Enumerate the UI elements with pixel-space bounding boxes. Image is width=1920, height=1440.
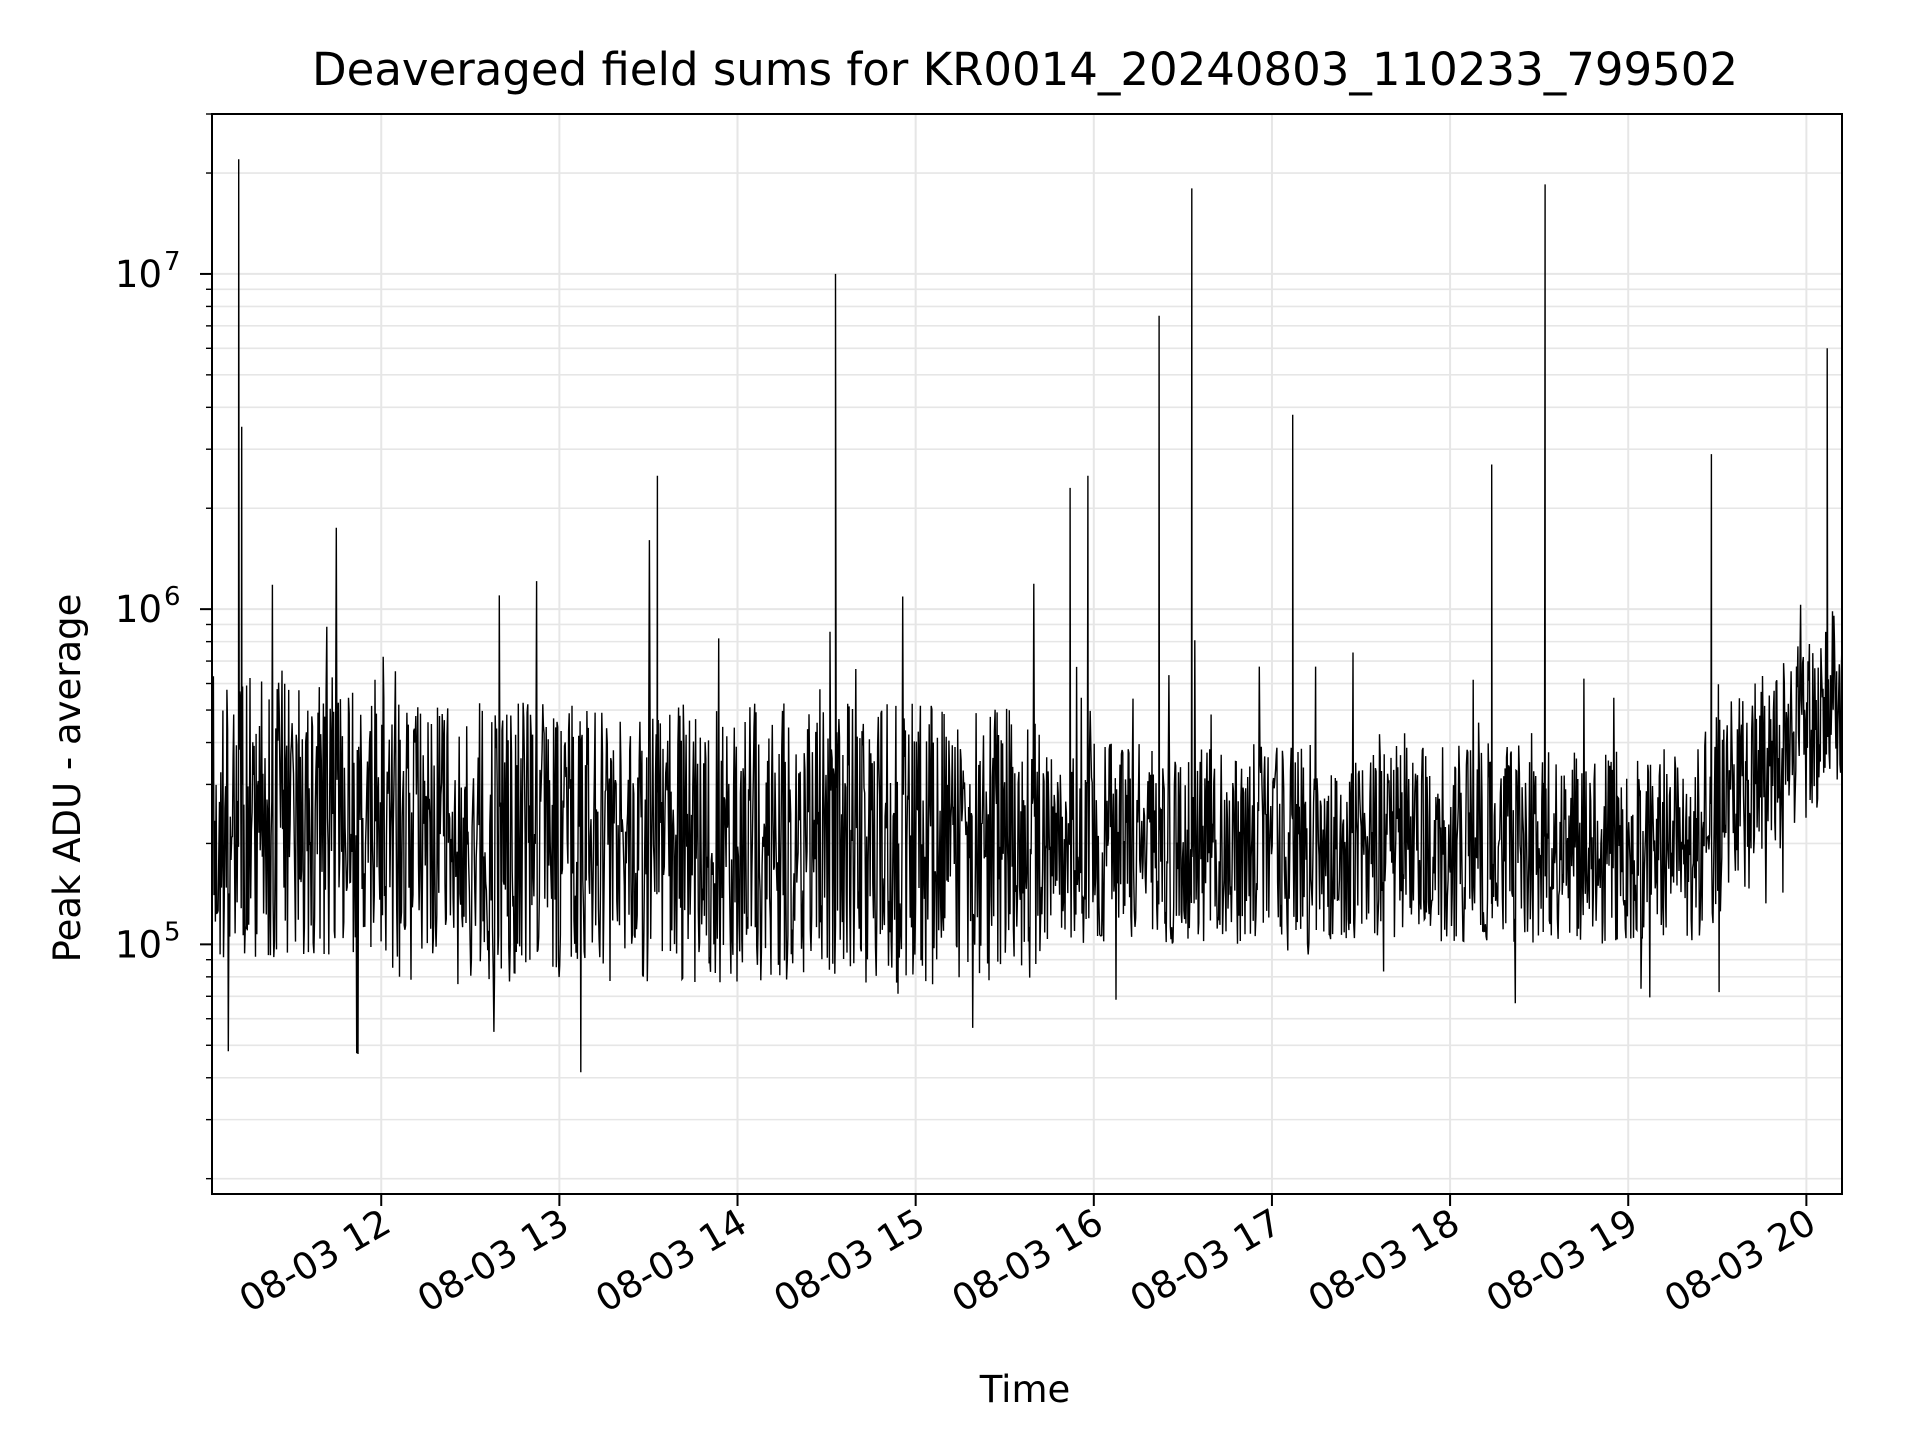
y-tick-label: 10 bbox=[115, 253, 162, 296]
y-tick-exponent: 7 bbox=[164, 247, 181, 277]
y-tick-exponent: 5 bbox=[164, 917, 181, 947]
y-tick-exponent: 6 bbox=[164, 582, 181, 612]
x-axis-label: Time bbox=[979, 1368, 1071, 1411]
chart-title: Deaveraged field sums for KR0014_2024080… bbox=[312, 43, 1738, 96]
y-tick-label: 10 bbox=[115, 588, 162, 631]
plot-frame bbox=[211, 113, 1843, 1195]
series-line bbox=[212, 159, 1842, 1073]
y-axis-label: Peak ADU - average bbox=[46, 594, 89, 963]
y-tick-label: 10 bbox=[115, 923, 162, 966]
